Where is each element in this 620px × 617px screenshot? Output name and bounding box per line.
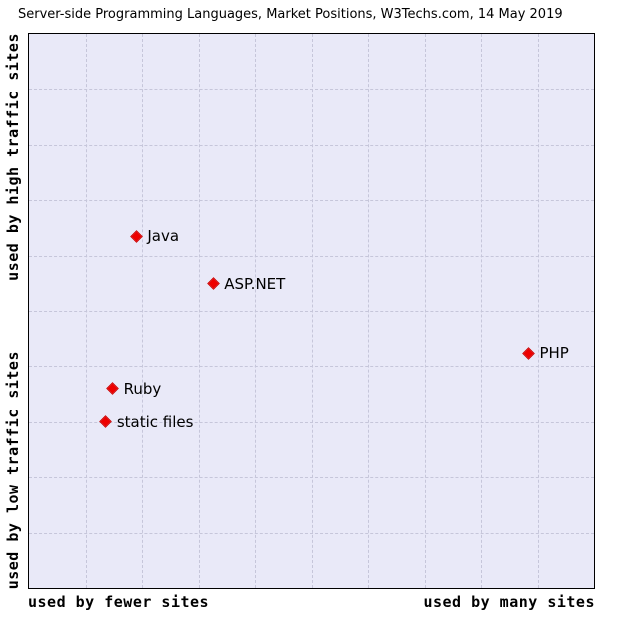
- gridline-horizontal: [29, 200, 594, 202]
- x-axis-labels: used by fewer sites used by many sites: [28, 593, 595, 611]
- data-point-asp-net: ASP.NET: [207, 275, 285, 293]
- gridline-horizontal: [29, 532, 594, 534]
- y-axis-label-high-traffic: used by high traffic sites: [4, 33, 22, 281]
- diamond-marker-icon: [207, 278, 219, 290]
- plot-area: Java ASP.NET PHP Ruby static files: [28, 33, 595, 589]
- gridline-horizontal: [29, 311, 594, 312]
- data-point-php: PHP: [522, 344, 568, 362]
- diamond-marker-icon: [107, 383, 119, 395]
- diamond-marker-icon: [522, 347, 534, 359]
- gridline-horizontal: [29, 255, 594, 257]
- gridline-horizontal: [29, 477, 594, 479]
- x-axis-label-many-sites: used by many sites: [423, 593, 595, 611]
- gridline-horizontal: [29, 89, 594, 91]
- x-axis-label-fewer-sites: used by fewer sites: [28, 593, 210, 611]
- chart-title: Server-side Programming Languages, Marke…: [18, 7, 563, 22]
- y-axis-label-low-traffic: used by low traffic sites: [4, 350, 22, 589]
- diamond-marker-icon: [130, 230, 142, 242]
- data-point-java: Java: [130, 227, 179, 245]
- data-point-label: Java: [147, 227, 180, 246]
- data-point-label: PHP: [539, 344, 569, 363]
- gridline-horizontal: [29, 421, 594, 423]
- y-axis-labels: used by high traffic sites used by low t…: [2, 33, 24, 589]
- gridline-horizontal: [29, 144, 594, 146]
- data-point-ruby: Ruby: [107, 380, 162, 398]
- gridline-horizontal: [29, 366, 594, 368]
